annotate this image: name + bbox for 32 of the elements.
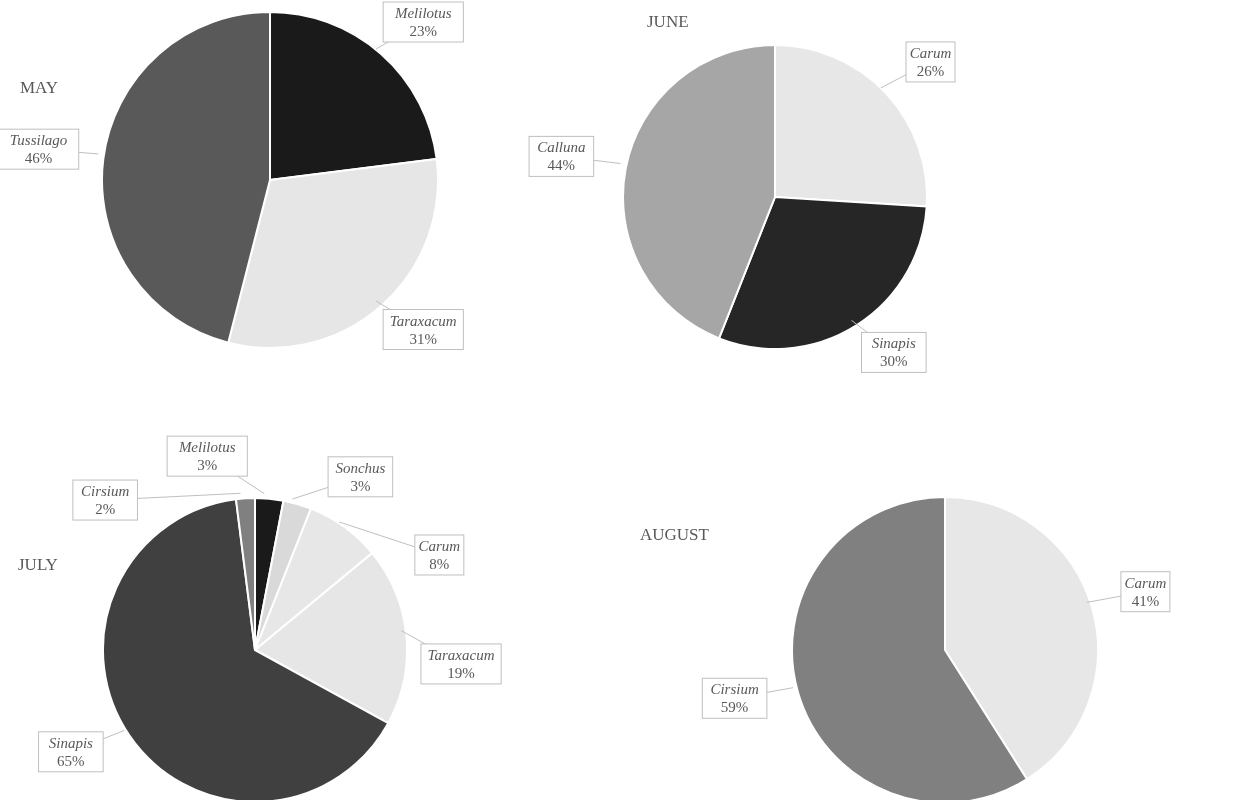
slice-label: Cirsium <box>710 681 759 698</box>
slice-label: Taraxacum <box>427 646 495 663</box>
text: MAY <box>20 78 59 98</box>
slice-label: Carum <box>1124 574 1167 591</box>
data-label: 26% <box>916 62 945 79</box>
slice-label: Calluna <box>537 139 586 156</box>
data-label: 3% <box>350 477 371 494</box>
slice-label: Taraxacum <box>389 312 457 329</box>
data-label: 65% <box>57 752 85 769</box>
data-label: 23% <box>409 23 437 39</box>
slice-label: Melilotus <box>393 5 452 21</box>
data-label: 30% <box>880 353 908 370</box>
text: JULY <box>18 555 58 575</box>
slice-label: Tussilago <box>9 132 68 149</box>
slice-label: Sonchus <box>335 459 386 476</box>
data-label: 41% <box>1131 592 1160 609</box>
text: AUGUST <box>640 525 709 545</box>
data-label: 59% <box>720 699 749 716</box>
slice-label: Sinapis <box>871 335 917 352</box>
slice-label: Cirsium <box>80 483 130 500</box>
slice-label: Carum <box>418 537 461 554</box>
slice-label: Sinapis <box>48 734 94 751</box>
data-label: 3% <box>197 457 218 474</box>
slice-label: Carum <box>909 44 952 61</box>
data-label: 31% <box>409 330 437 347</box>
data-label: 2% <box>95 501 116 518</box>
data-label: 19% <box>447 664 475 681</box>
data-label: 8% <box>429 555 450 572</box>
chart-title: JUNE <box>647 12 689 32</box>
slice-label: Melilotus <box>177 439 236 456</box>
data-label: 44% <box>547 157 576 174</box>
data-label: 46% <box>24 150 53 167</box>
